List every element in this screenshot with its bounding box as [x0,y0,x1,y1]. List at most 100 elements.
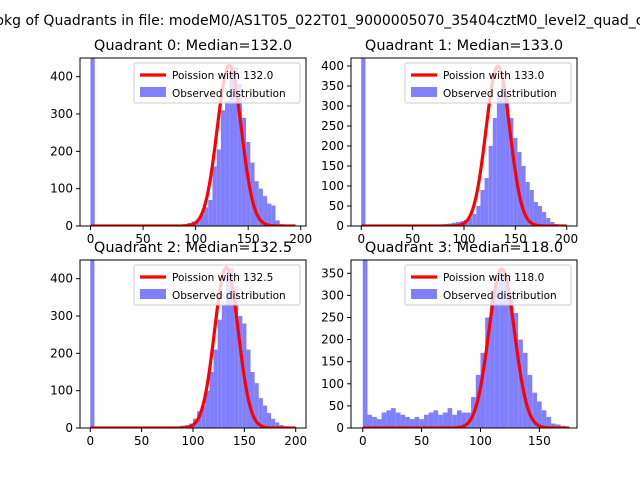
histogram-bar [254,181,259,226]
histogram-bar [428,412,434,428]
y-tick-label: 100 [50,182,73,196]
histogram-bar [423,414,429,428]
legend-observed-label: Observed distribution [172,88,286,100]
y-tick-label: 300 [321,99,344,113]
quadrant-1-panel: 0 50 100 150 200 0 50 100 150 200 250 300 350 400 Quad… [321,38,578,246]
histogram-bar [419,419,424,428]
histogram-bar [522,352,528,428]
legend: Poission with 132.0 Observed distribution [133,62,301,104]
quadrant-0-panel: 0 50 100 150 200 0 100 200 300 400 Quadrant 0: Med… [50,38,312,246]
y-tick-label: 200 [321,333,344,347]
legend: Poission with 118.0 Observed distribution [404,264,572,306]
histogram-bar [229,69,234,226]
poisson-curve [89,266,297,428]
histogram-bar [241,117,247,226]
histogram-bar [204,207,209,226]
legend-frame [404,264,572,306]
y-tick-label: 350 [321,79,344,93]
histogram-bar [525,182,530,226]
histogram-bar [405,416,410,428]
legend-observed-swatch [411,87,437,97]
histogram-bar [505,98,510,226]
y-tick-label: 100 [321,377,344,391]
y-tick-label: 300 [50,309,73,323]
histogram-bar [476,206,481,226]
histogram-bar [442,412,448,428]
histogram-bar [438,414,443,428]
histogram-bar [233,67,238,226]
histogram-bar [480,352,486,428]
histogram-bar [258,398,263,428]
histogram-bar [461,412,467,428]
x-tick-label: 150 [504,232,527,246]
histogram-bar [217,319,222,428]
histogram-bar [209,372,214,428]
histogram-bar [496,94,501,226]
histogram-bar [400,414,406,428]
histogram-bar [480,190,485,226]
histogram-bar [485,317,490,428]
histogram-bar [229,267,235,428]
y-tick-label: 0 [65,219,73,233]
histogram-bar [361,58,366,226]
x-tick-label: 150 [237,232,260,246]
histogram-bar [199,214,205,226]
legend-poisson-label: Poission with 132.0 [172,70,273,82]
histogram-bar [532,392,537,428]
histogram-bar [275,422,280,428]
y-tick-label: 100 [50,384,73,398]
histogram-bar [372,416,377,428]
histogram-bar [250,372,255,428]
histogram-bar [513,313,519,428]
histogram-bar [362,260,368,428]
histogram-bar [542,212,547,226]
y-tick-label: 400 [50,272,73,286]
histogram-bar [216,149,221,226]
histogram-bar [90,260,95,428]
histogram-bar [529,190,534,226]
histogram-bar [551,423,556,428]
x-tick-label: 50 [414,434,429,448]
x-tick-label: 100 [182,434,205,448]
legend: Poission with 133.0 Observed distribution [404,62,572,104]
x-tick-label: 50 [135,232,150,246]
histogram-bar [254,383,259,428]
histogram-bar [447,408,453,428]
y-tick-label: 250 [321,119,344,133]
histogram-bar [237,84,242,226]
histogram-bar [527,374,533,428]
x-tick-label: 200 [289,232,312,246]
legend-observed-swatch [140,289,166,299]
histogram-bar [266,413,272,428]
poisson-curve [360,64,568,226]
histogram-bar [494,282,500,428]
histogram-bar [468,218,473,226]
poisson-curve [89,63,297,226]
histogram-bar [195,220,200,226]
histogram-bar [509,118,514,226]
legend-observed-swatch [411,289,437,299]
x-tick-label: 0 [87,232,95,246]
histogram-bar [381,412,387,428]
histogram-bar [221,304,226,428]
y-tick-label: 200 [50,144,73,158]
histogram-bar [409,419,415,428]
histogram-bar [489,295,495,428]
histogram-bar [533,202,538,226]
legend-frame [133,62,301,104]
histogram-bar [541,410,547,428]
quadrant-2-title: Quadrant 2: Median=132.5 [94,240,292,256]
histogram-bar [452,414,457,428]
legend-observed-label: Observed distribution [443,290,557,302]
y-tick-label: 300 [321,288,344,302]
y-tick-label: 0 [336,421,344,435]
histogram-bar [225,100,230,226]
histogram-bar [536,401,542,428]
axes-frame [79,57,307,227]
histogram-bar [220,110,226,226]
histogram-bar [395,412,401,428]
histogram-bar [550,222,555,226]
histogram-bar [246,349,251,428]
histogram-bar [433,410,439,428]
